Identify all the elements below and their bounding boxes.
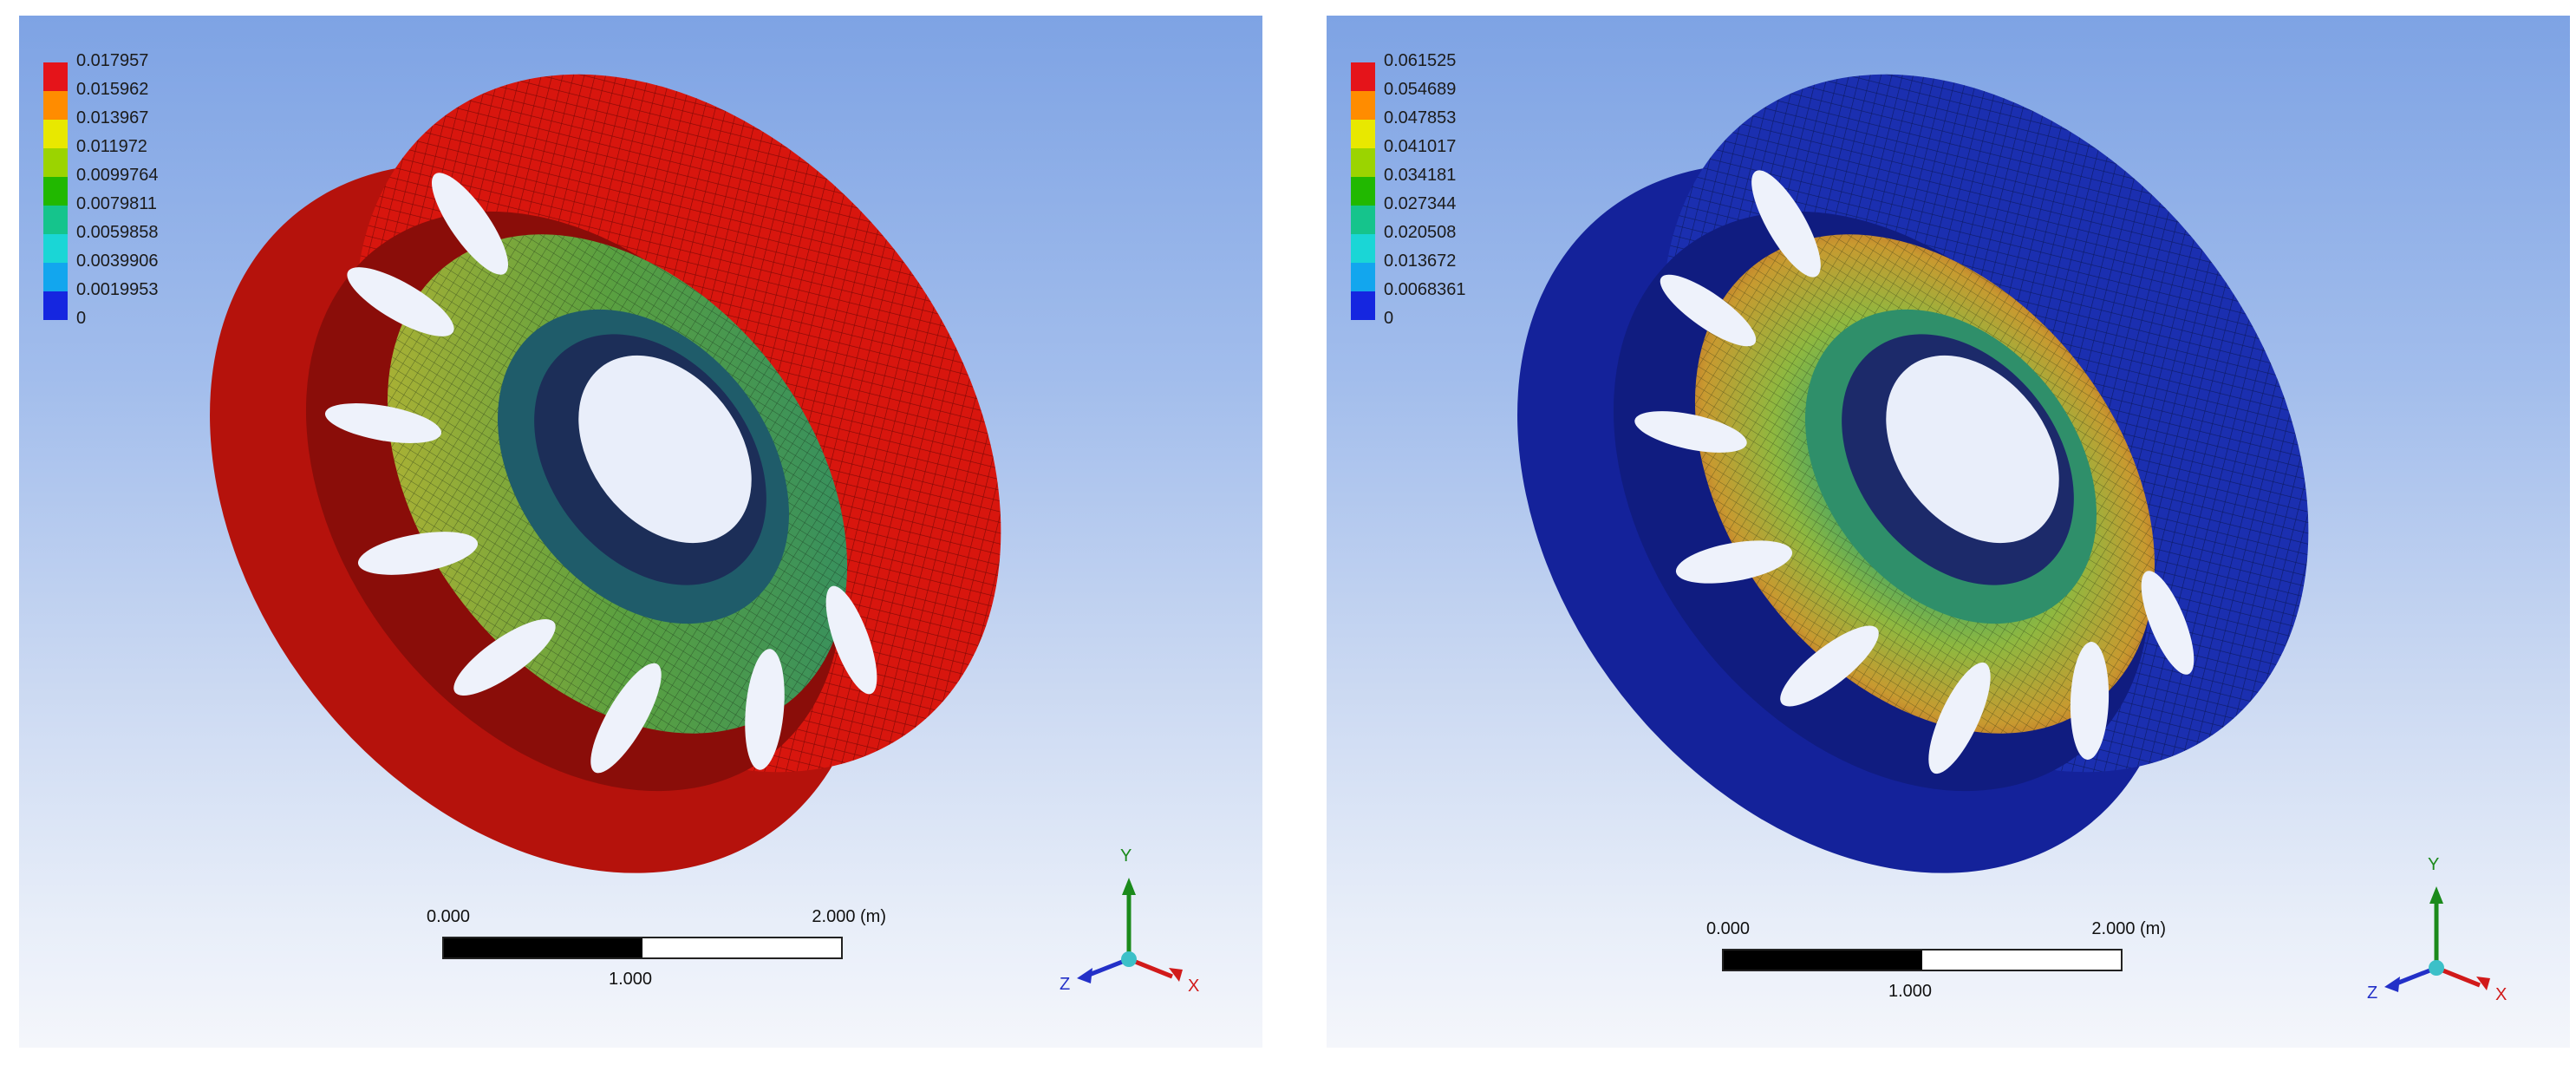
legend-label: 0.0019953	[76, 280, 159, 299]
legend-label: 0.0039906	[76, 252, 159, 271]
wheel-model-right[interactable]	[1327, 16, 2570, 1048]
axis-triad-left[interactable]: Y Z X	[1042, 838, 1216, 1011]
axis-x-label: X	[2495, 985, 2508, 1004]
legend-label: 0.013672	[1384, 252, 1457, 271]
legend-label: 0.0068361	[1384, 280, 1466, 299]
legend-label: 0.017957	[76, 51, 149, 70]
hub-hole-left	[578, 355, 752, 544]
axis-z-label: Z	[2367, 983, 2378, 1003]
legend-label: 0.013967	[76, 108, 149, 127]
scale-mid: 1.000	[609, 970, 653, 989]
legend-label: 0.027344	[1384, 194, 1457, 213]
legend-label: 0.047853	[1384, 108, 1457, 127]
axis-y-label: Y	[1120, 846, 1132, 866]
legend-label: 0.0099764	[76, 166, 159, 185]
legend-swatch	[43, 120, 68, 148]
axis-z-label: Z	[1060, 975, 1071, 994]
legend-label: 0.011972	[76, 137, 147, 156]
hub-hole-right	[1886, 355, 2059, 544]
legend-label: 0.041017	[1384, 137, 1457, 156]
viewport-left[interactable]: 0.017957 0.015962 0.013967 0.011972 0.00…	[19, 16, 1262, 1048]
legend-label: 0.020508	[1384, 223, 1457, 242]
scale-track	[442, 937, 843, 959]
scale-end: 2.000 (m)	[2091, 919, 2166, 938]
legend-swatch	[43, 234, 68, 263]
scale-start: 0.000	[427, 907, 471, 926]
scale-end: 2.000 (m)	[812, 907, 886, 926]
legend-swatch	[43, 148, 68, 177]
legend-swatch	[1351, 206, 1375, 234]
legend-label: 0.034181	[1384, 166, 1457, 185]
legend-label: 0.0079811	[76, 194, 158, 213]
legend-swatch	[1351, 120, 1375, 148]
axis-triad-right[interactable]: Y Z X	[2350, 846, 2523, 1020]
legend-label: 0.061525	[1384, 51, 1457, 70]
legend-swatch	[1351, 148, 1375, 177]
spoke-gaps-left	[324, 173, 877, 774]
legend-swatch	[1351, 177, 1375, 206]
legend-swatch	[1351, 291, 1375, 320]
legend-swatch	[1351, 91, 1375, 120]
legend-swatch	[43, 177, 68, 206]
legend-label: 0	[1384, 309, 1394, 328]
wheel-model-left[interactable]	[19, 16, 1262, 1048]
scale-bar-left: 0.000 2.000 (m) 1.000	[427, 907, 886, 1011]
axis-y-label: Y	[2428, 855, 2440, 874]
legend-swatch	[1351, 234, 1375, 263]
legend-swatch	[1351, 62, 1375, 91]
legend-swatch	[43, 263, 68, 291]
legend-swatch	[43, 91, 68, 120]
scale-track	[1722, 949, 2123, 971]
scale-mid: 1.000	[1888, 982, 1933, 1001]
legend-label: 0.054689	[1384, 80, 1457, 99]
legend-swatch	[1351, 263, 1375, 291]
legend-swatch	[43, 206, 68, 234]
legend-label: 0	[76, 309, 87, 328]
legend-swatch	[43, 291, 68, 320]
legend-label: 0.0059858	[76, 223, 159, 242]
spoke-gaps-right	[1634, 170, 2194, 774]
viewport-right[interactable]: 0.061525 0.054689 0.047853 0.041017 0.03…	[1327, 16, 2570, 1048]
legend-swatch	[43, 62, 68, 91]
axis-x-label: X	[1188, 977, 1200, 996]
scale-bar-right: 0.000 2.000 (m) 1.000	[1706, 919, 2166, 1023]
legend-label: 0.015962	[76, 80, 149, 99]
scale-start: 0.000	[1706, 919, 1751, 938]
